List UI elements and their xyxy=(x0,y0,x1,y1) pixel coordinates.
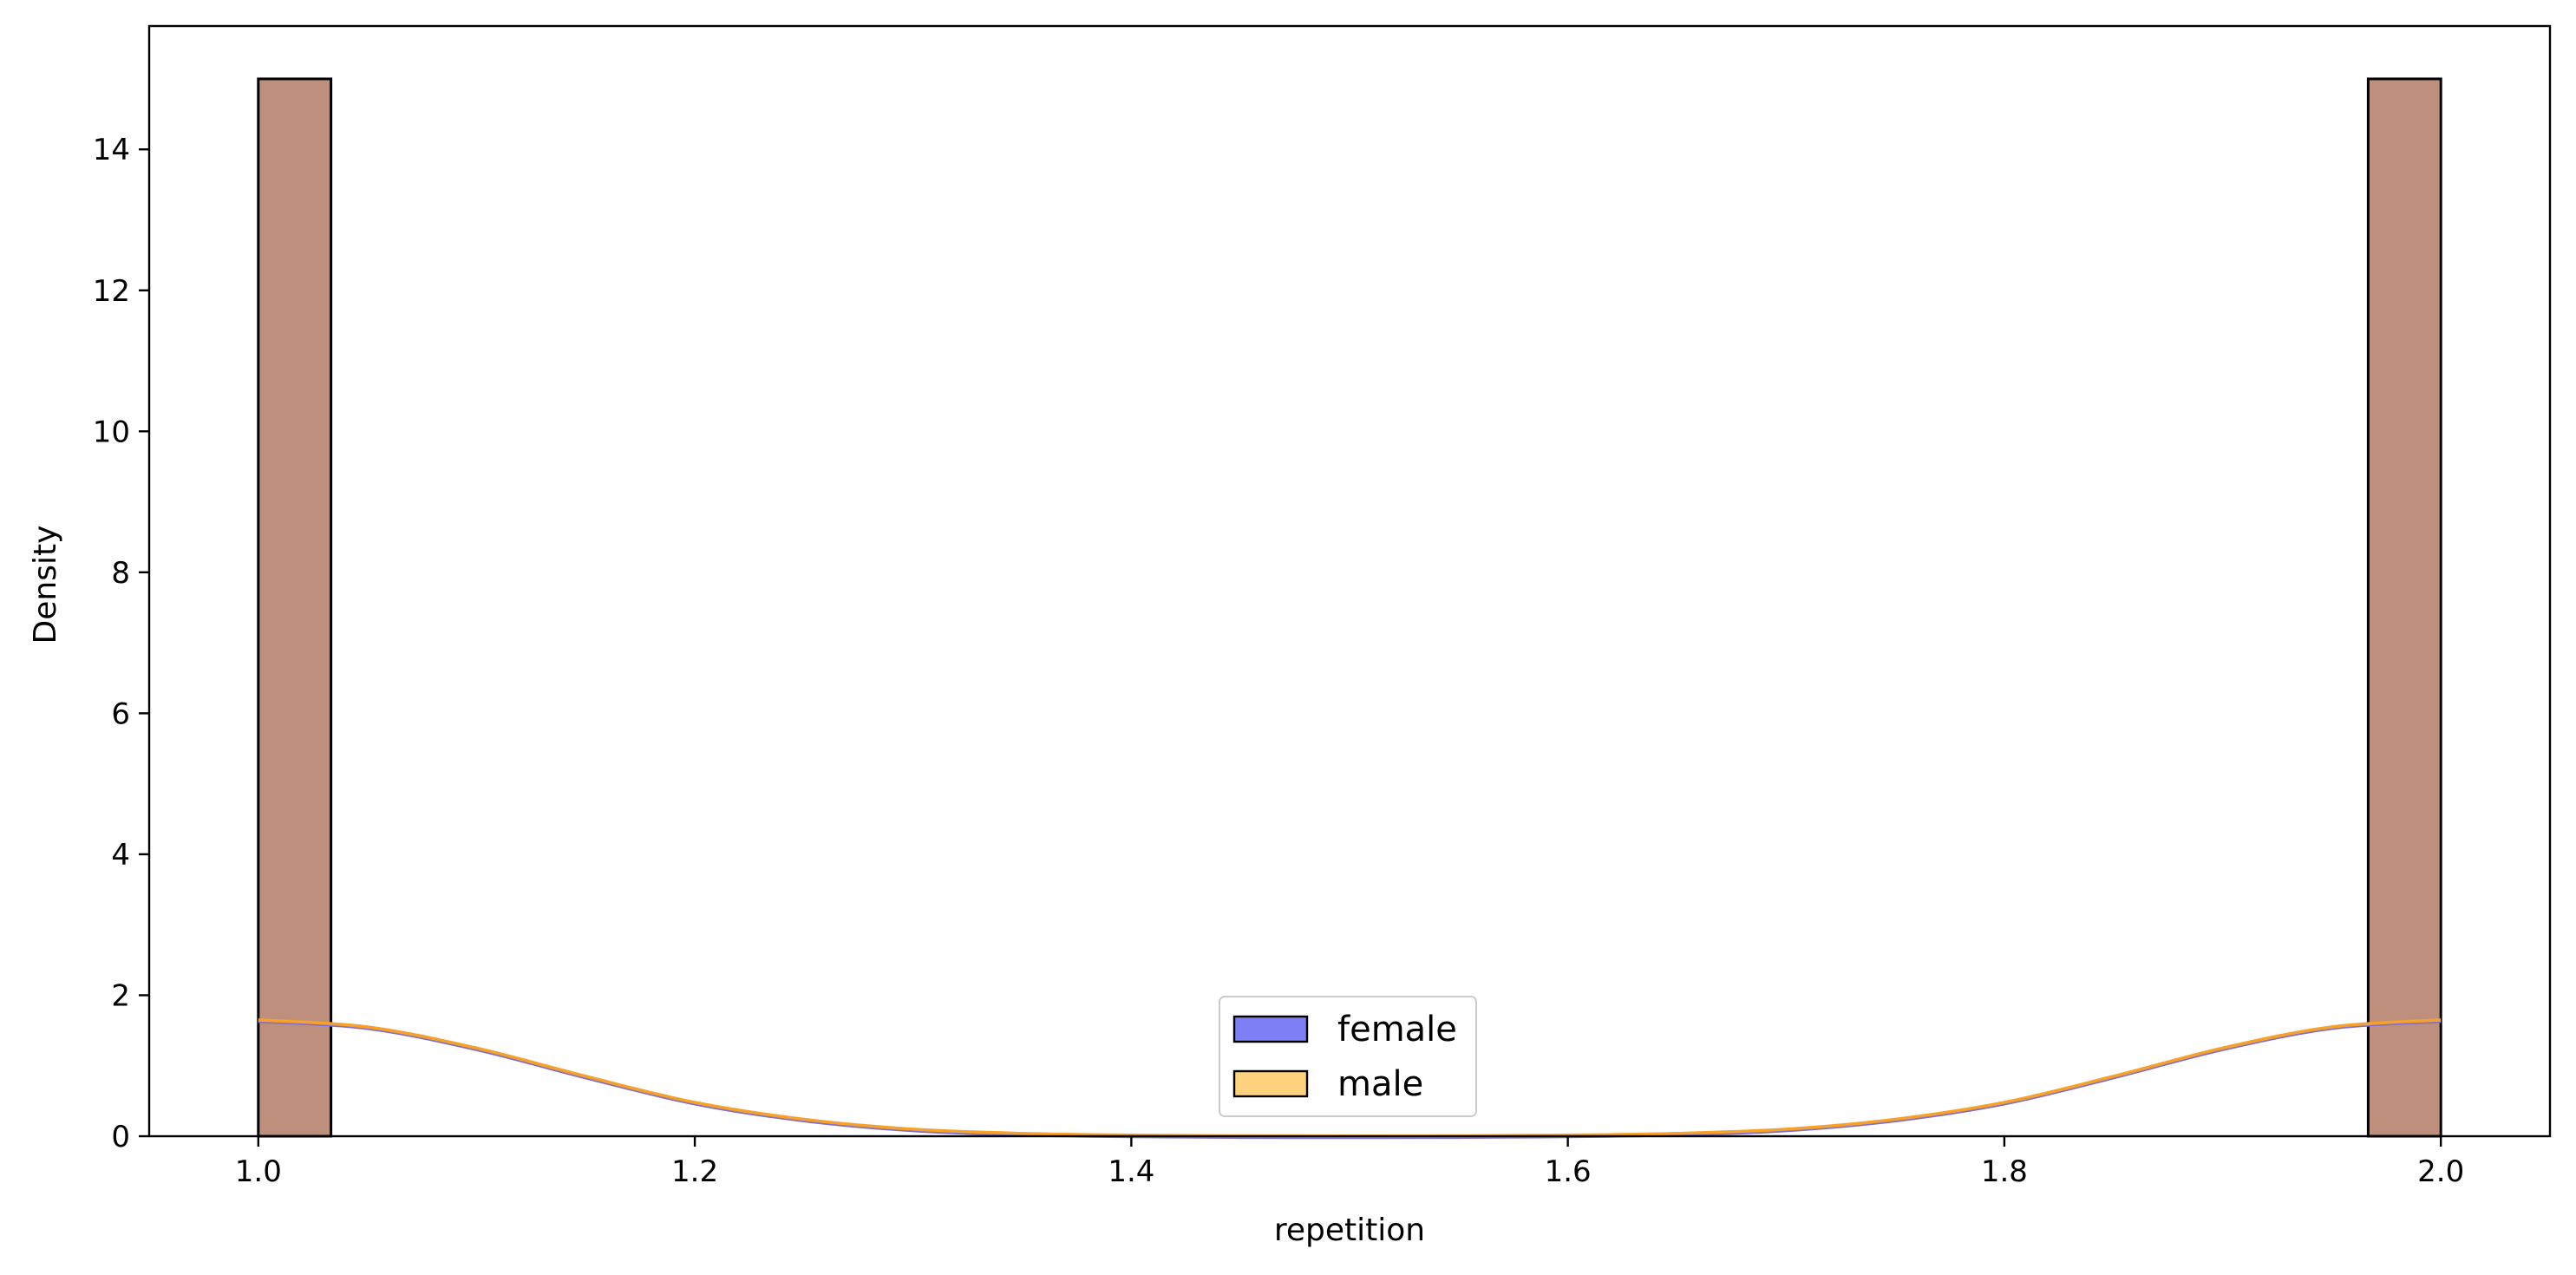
legend-label-male: male xyxy=(1337,1064,1423,1104)
histogram-bar-1 xyxy=(257,77,333,1138)
y-axis-title: Density xyxy=(28,526,63,644)
histogram-bar-2 xyxy=(2366,77,2442,1138)
x-tick-label: 1.6 xyxy=(1545,1154,1592,1189)
y-tick-label: 14 xyxy=(93,133,130,167)
y-tick-label: 2 xyxy=(111,978,130,1013)
legend-swatch-male xyxy=(1232,1069,1309,1098)
legend-swatch-female xyxy=(1232,1015,1309,1043)
plot-background xyxy=(149,26,2550,1136)
plot-frame xyxy=(147,24,2552,1138)
x-tick-label: 1.2 xyxy=(671,1154,718,1189)
legend-label-female: female xyxy=(1337,1010,1457,1049)
histogram-bars xyxy=(257,77,2442,1138)
y-tick-label: 6 xyxy=(111,696,130,731)
y-tick-label: 4 xyxy=(111,838,130,873)
y-tick-label: 10 xyxy=(93,415,130,449)
y-tick-label: 0 xyxy=(111,1120,130,1154)
y-tick-label: 8 xyxy=(111,556,130,591)
x-tick-label: 1.8 xyxy=(1981,1154,2028,1189)
x-axis-title: repetition xyxy=(1274,1213,1425,1248)
y-tick-label: 12 xyxy=(93,274,130,309)
legend: female male xyxy=(1219,996,1477,1117)
x-axis: 1.0 1.2 1.4 1.6 1.8 2.0 xyxy=(235,1136,2464,1189)
x-tick-label: 2.0 xyxy=(2417,1154,2464,1189)
x-tick-label: 1.0 xyxy=(235,1154,282,1189)
x-tick-label: 1.4 xyxy=(1108,1154,1154,1189)
y-axis: 0 2 4 6 8 10 12 14 xyxy=(93,133,149,1154)
